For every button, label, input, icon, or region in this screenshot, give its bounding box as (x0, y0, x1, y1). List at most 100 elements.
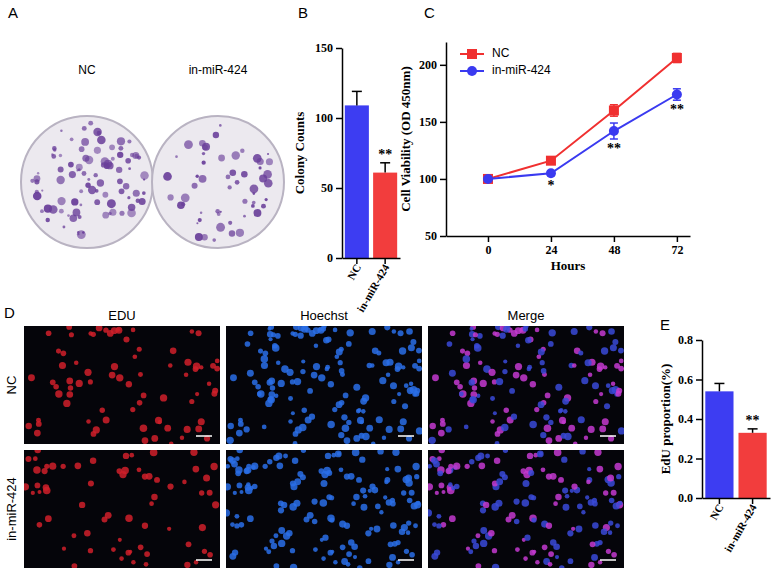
cell-decoration (428, 437, 435, 444)
cell-decoration (356, 409, 361, 414)
cell-decoration (245, 341, 251, 347)
cell-decoration (323, 337, 329, 343)
cell-decoration (144, 562, 149, 567)
cell-decoration (594, 329, 599, 334)
tick-label: 24 (545, 243, 557, 257)
cell-decoration (448, 464, 453, 469)
cell-decoration (313, 363, 320, 370)
cell-decoration (559, 417, 566, 424)
tick: in-miR-424 (354, 258, 391, 314)
cell-decoration (524, 534, 530, 540)
bar (373, 173, 397, 258)
cell-decoration (193, 363, 200, 370)
colony-decoration (97, 131, 101, 135)
colony-decoration (202, 143, 210, 151)
error-bar (673, 89, 681, 100)
cell-decoration (235, 470, 241, 476)
cell-decoration (601, 347, 608, 354)
tick: 0.0 (678, 491, 702, 505)
cell-decoration (496, 478, 503, 485)
tick-label: 100 (419, 172, 437, 186)
cell-decoration (568, 425, 575, 432)
cell-decoration (527, 453, 533, 459)
colony-decoration (251, 204, 255, 208)
cell-decoration (195, 425, 202, 432)
cell-decoration (307, 388, 313, 394)
cell-decoration (509, 388, 515, 394)
cell-decoration (525, 337, 531, 343)
micrograph (428, 450, 624, 568)
cell-decoration (190, 329, 195, 334)
cell-decoration (408, 344, 415, 351)
tick: in-miR-424 (722, 498, 759, 554)
cell-decoration (351, 543, 358, 550)
colony-decoration (199, 175, 207, 183)
cell-decoration (325, 453, 331, 459)
colony-decoration (232, 151, 240, 159)
scale-bar (398, 435, 414, 437)
cell-decoration (528, 470, 534, 476)
cell-decoration (618, 501, 623, 506)
cell-decoration (592, 501, 598, 507)
cell-decoration (236, 450, 243, 453)
annotation: ** (378, 147, 392, 162)
cell-decoration (169, 442, 174, 444)
colony-decoration (73, 209, 81, 217)
cell-decoration (125, 514, 132, 521)
cell-decoration (353, 494, 360, 501)
cell-decoration (257, 392, 262, 397)
cell-decoration (492, 564, 499, 568)
image-background (226, 450, 422, 568)
cell-decoration (473, 543, 479, 549)
colony-decoration (175, 155, 178, 158)
cell-decoration (406, 328, 413, 335)
cell-decoration (320, 480, 327, 487)
colony-decoration (87, 178, 90, 181)
colony-decoration (37, 172, 39, 174)
cell-decoration (167, 527, 171, 531)
axis-line (447, 236, 691, 238)
cell-decoration (277, 463, 284, 470)
tick-mark (384, 258, 386, 264)
cell-decoration (409, 490, 415, 496)
cell-decoration (313, 547, 318, 552)
cell-decoration (431, 553, 438, 560)
row-title: NC (4, 376, 19, 395)
cell-decoration (309, 414, 315, 420)
cell-decoration (374, 525, 381, 532)
annotation: ** (746, 413, 760, 428)
cell-decoration (366, 425, 373, 432)
column-title: Hoechst (300, 308, 348, 323)
cell-decoration (215, 359, 220, 364)
cell-decoration (167, 484, 173, 490)
cell-decoration (121, 467, 129, 475)
cell-decoration (36, 421, 42, 427)
micrograph (24, 450, 220, 568)
cell-decoration (485, 454, 490, 459)
cell-decoration (474, 344, 482, 352)
tick: 24 (545, 236, 557, 257)
annotation: ** (607, 141, 621, 156)
cell-decoration (332, 407, 337, 412)
cell-decoration (445, 426, 451, 432)
colony-decoration (266, 158, 273, 165)
cell-decoration (234, 523, 239, 528)
error-bar (610, 123, 618, 139)
cell-decoration (413, 523, 418, 528)
tick-label: 0 (485, 243, 491, 257)
cell-decoration (278, 527, 285, 534)
cell-decoration (600, 330, 606, 336)
cell-decoration (608, 520, 613, 525)
cell-decoration (558, 409, 563, 414)
micrograph (226, 326, 422, 444)
colony-decoration (82, 171, 87, 176)
cell-decoration (170, 348, 177, 355)
cell-decoration (270, 385, 275, 390)
line-chart: C501001502000244872HoursCell Viability (… (398, 4, 691, 273)
cell-decoration (226, 464, 230, 469)
cell-decoration (59, 362, 66, 369)
tick: 150 (315, 41, 342, 55)
colony-decoration (95, 189, 99, 193)
cell-decoration (546, 437, 553, 444)
cell-decoration (137, 467, 142, 472)
